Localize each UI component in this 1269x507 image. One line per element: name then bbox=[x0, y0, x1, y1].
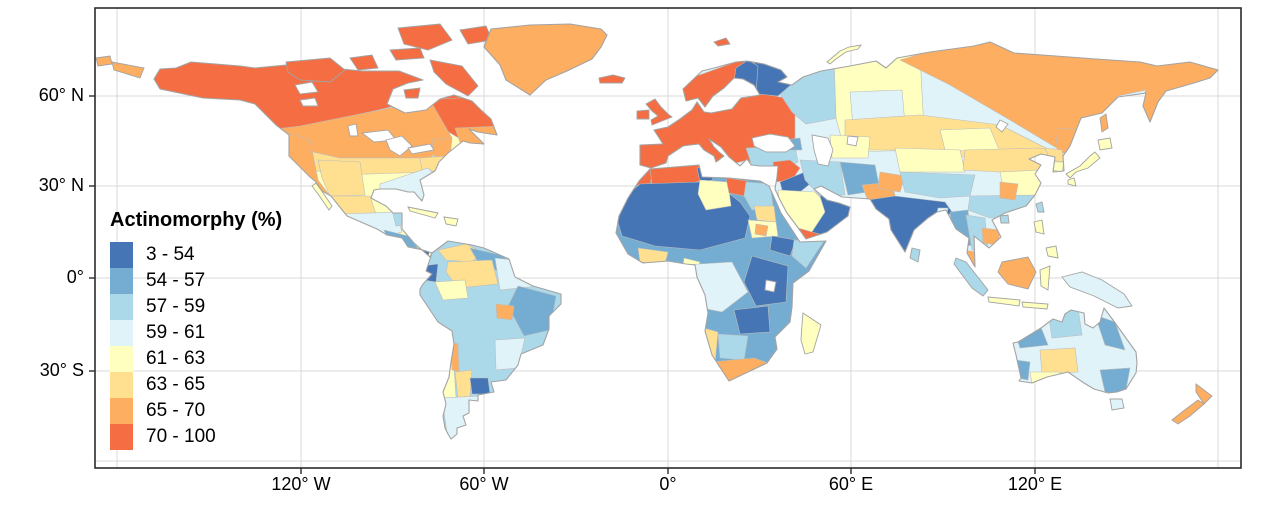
arctic-archipelago bbox=[285, 23, 493, 99]
legend-swatch bbox=[110, 320, 133, 346]
tasmania bbox=[1109, 398, 1125, 411]
new-zealand bbox=[1171, 383, 1213, 425]
legend-row: 57 - 59 bbox=[110, 294, 282, 320]
y-tick-label: 30° N bbox=[38, 175, 84, 195]
y-tick-label: 60° N bbox=[38, 85, 84, 105]
legend-row: 63 - 65 bbox=[110, 372, 282, 398]
legend-swatch bbox=[110, 268, 133, 294]
caribbean-islands bbox=[407, 206, 459, 227]
great-lakes bbox=[294, 81, 435, 157]
lake-victoria bbox=[764, 279, 777, 293]
legend-row: 54 - 57 bbox=[110, 268, 282, 294]
legend-bin-label: 65 - 70 bbox=[146, 400, 206, 421]
legend-bin-label: 57 - 59 bbox=[146, 296, 206, 317]
x-tick-label: 120° E bbox=[1007, 474, 1063, 494]
madagascar bbox=[800, 312, 822, 355]
legend-swatch bbox=[110, 294, 133, 320]
bering-islands bbox=[95, 55, 145, 79]
legend-row: 59 - 61 bbox=[110, 320, 282, 346]
y-tick-label: 0° bbox=[66, 267, 84, 287]
axis-tick-marks bbox=[89, 95, 1036, 474]
legend-row: 65 - 70 bbox=[110, 398, 282, 424]
legend-swatch bbox=[110, 242, 133, 268]
legend-row: 70 - 100 bbox=[110, 424, 282, 450]
inland-seas bbox=[751, 119, 1009, 167]
legend-bin-label: 63 - 65 bbox=[146, 374, 206, 395]
x-tick-label: 60° W bbox=[459, 474, 509, 494]
legend-title: Actinomorphy (%) bbox=[110, 209, 283, 231]
legend-bin-label: 54 - 57 bbox=[146, 270, 206, 291]
european-islands bbox=[598, 37, 863, 126]
legend-swatch bbox=[110, 424, 133, 450]
x-tick-label: 120° W bbox=[271, 474, 331, 494]
legend-bin-label: 59 - 61 bbox=[146, 322, 206, 343]
legend-row: 61 - 63 bbox=[110, 346, 282, 372]
legend-rows: 3 - 54 54 - 57 57 - 59 59 - 61 61 - 63 63 - 6… bbox=[110, 242, 282, 450]
legend-bin-label: 70 - 100 bbox=[146, 426, 216, 447]
legend-swatch bbox=[110, 398, 133, 424]
baja-california bbox=[311, 182, 333, 211]
y-tick-label: 30° S bbox=[39, 360, 84, 380]
legend: Actinomorphy (%) 3 - 54 54 - 57 57 - 59 59 … bbox=[110, 209, 282, 450]
legend-swatch bbox=[110, 346, 133, 372]
asian-islands bbox=[909, 113, 1133, 310]
legend-row: 3 - 54 bbox=[110, 242, 282, 268]
x-tick-label: 60° E bbox=[828, 474, 874, 494]
legend-swatch bbox=[110, 372, 133, 398]
x-tick-label: 0° bbox=[659, 474, 677, 494]
legend-bin-label: 3 - 54 bbox=[146, 244, 195, 265]
legend-bin-label: 61 - 63 bbox=[146, 348, 206, 369]
